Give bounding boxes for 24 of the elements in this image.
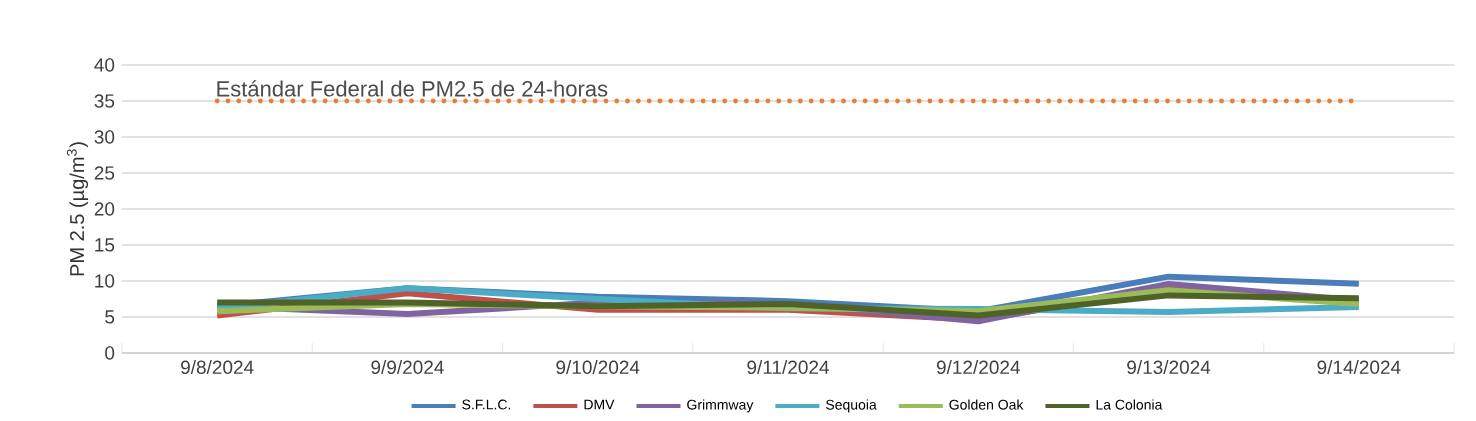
x-tick-label: 9/14/2024 [1317, 360, 1401, 375]
y-tick-label: 0 [105, 346, 115, 360]
y-axis-title: PM 2.5 (µg/m$^{3}$) [66, 142, 89, 276]
x-tick-label: 9/8/2024 [181, 360, 254, 375]
legend-label: Sequoia [826, 399, 877, 413]
x-tick-label: 9/11/2024 [747, 360, 829, 375]
legend-label: Grimmway [687, 399, 754, 413]
y-tick-label: 35 [94, 94, 115, 108]
ref-line-label: Estándar Federal de PM2.5 de 24-horas [217, 80, 608, 97]
x-tick-label: 9/10/2024 [556, 360, 640, 375]
y-tick-label: 30 [94, 130, 115, 144]
legend-label: La Colonia [1096, 399, 1163, 410]
legend-label: DMV [584, 399, 615, 410]
y-tick-label: 15 [95, 238, 115, 252]
y-tick-label: 10 [95, 274, 115, 288]
legend-label: S.F.L.C. [462, 399, 511, 410]
x-tick-label: 9/9/2024 [371, 360, 444, 375]
x-tick-label: 9/13/2024 [1127, 360, 1211, 375]
y-tick-label: 40 [94, 58, 115, 72]
y-tick-label: 25 [94, 166, 115, 180]
y-tick-label: 20 [94, 202, 115, 216]
legend-label: Golden Oak [949, 399, 1024, 410]
y-tick-label: 5 [105, 310, 115, 324]
x-tick-label: 9/12/2024 [936, 360, 1020, 375]
